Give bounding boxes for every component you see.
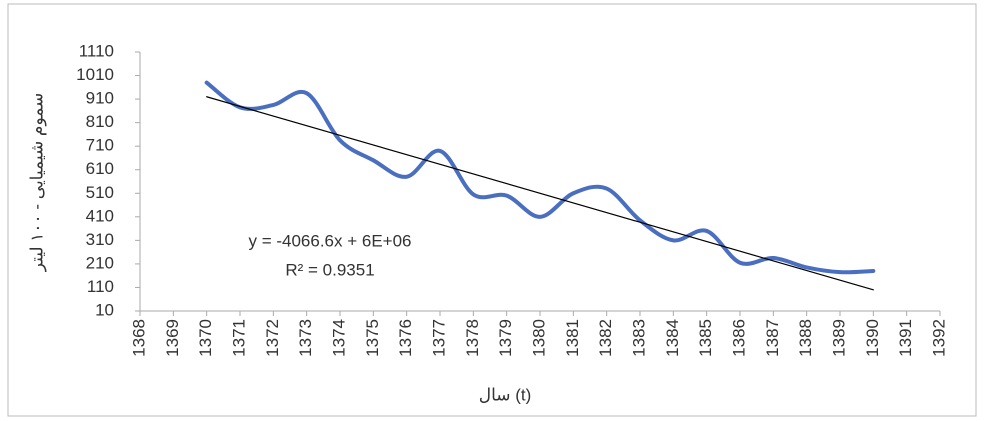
y-tick-label: 810: [86, 112, 114, 131]
trend-equation: y = -4066.6x + 6E+06: [248, 231, 411, 250]
x-tick-label: 1375: [363, 319, 382, 357]
data-line: [204, 80, 876, 275]
y-tick-label: 610: [86, 159, 114, 178]
y-tick-label: 710: [86, 136, 114, 155]
x-tick-label: 1382: [596, 319, 615, 357]
y-tick-label: 910: [86, 89, 114, 108]
x-tick-label: 1372: [263, 319, 282, 357]
x-tick-label: 1373: [296, 319, 315, 357]
x-tick-label: 1383: [629, 319, 648, 357]
trend-line: [206, 96, 874, 291]
x-tick-label: 1387: [763, 319, 782, 357]
y-tick-label: 1010: [76, 65, 114, 84]
x-tick-label: 1371: [229, 319, 248, 357]
y-tick-label: 210: [86, 253, 114, 272]
x-tick-label: 1381: [563, 319, 582, 357]
trend-r2: R² = 0.9351: [285, 260, 374, 279]
x-tick-label: 1391: [896, 319, 915, 357]
y-tick-label: 310: [86, 230, 114, 249]
chart-frame: [7, 3, 977, 417]
y-axis-label: سموم شیمیایی - ۱۰۰ لیتر: [27, 93, 46, 273]
x-tick-label: 1384: [663, 319, 682, 357]
x-tick-label: 1369: [163, 319, 182, 357]
x-tick-label: 1378: [463, 319, 482, 357]
x-tick-label: 1374: [329, 319, 348, 357]
y-tick-label: 110: [87, 277, 114, 296]
x-tick-label: 1376: [396, 319, 415, 357]
y-tick-label: 510: [86, 183, 114, 202]
x-tick-label: 1379: [496, 319, 515, 357]
x-tick-label: 1368: [129, 319, 148, 357]
y-tick-label: 410: [86, 206, 114, 225]
x-tick-label: 1389: [829, 319, 848, 357]
x-tick-label: 1386: [729, 319, 748, 357]
y-tick-label: 1110: [79, 41, 114, 60]
x-tick-label: 1388: [796, 319, 815, 357]
y-tick-label: 10: [95, 300, 114, 319]
x-tick-label: 1370: [196, 319, 215, 357]
x-tick-label: 1390: [863, 319, 882, 357]
x-tick-label: 1377: [429, 319, 448, 357]
x-axis-label: سال (t): [479, 385, 532, 404]
x-tick-label: 1385: [696, 319, 715, 357]
x-tick-label: 1392: [929, 319, 948, 357]
x-tick-label: 1380: [529, 319, 548, 357]
